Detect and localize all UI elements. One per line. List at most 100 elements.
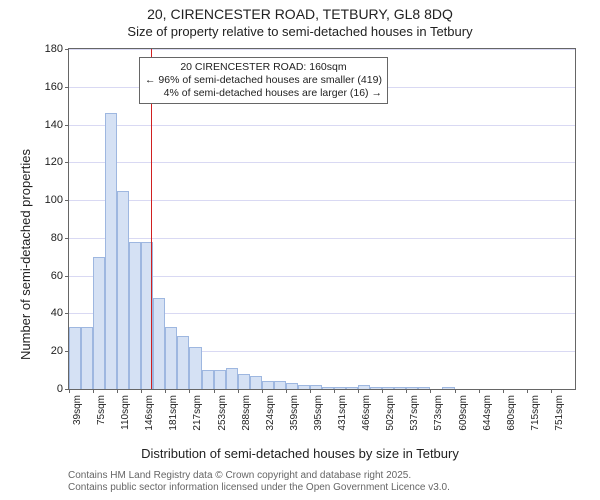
xtick-label: 110sqm <box>120 395 131 430</box>
x-axis-label: Distribution of semi-detached houses by … <box>0 446 600 461</box>
histogram-bar <box>310 385 322 389</box>
ytick-label: 80 <box>51 232 63 244</box>
ytick-mark <box>65 49 69 50</box>
xtick-mark <box>214 389 215 393</box>
histogram-bar <box>238 374 250 389</box>
ytick-label: 120 <box>45 156 63 168</box>
xtick-mark <box>406 389 407 393</box>
histogram-bar <box>382 387 394 389</box>
xtick-label: 324sqm <box>265 395 276 431</box>
xtick-mark <box>238 389 239 393</box>
xtick-mark <box>286 389 287 393</box>
xtick-label: 573sqm <box>433 395 444 431</box>
ytick-mark <box>65 276 69 277</box>
histogram-bar <box>202 370 214 389</box>
gridline-h <box>69 125 575 126</box>
xtick-mark <box>310 389 311 393</box>
xtick-label: 181sqm <box>168 395 179 431</box>
histogram-bar <box>262 381 274 389</box>
footer-copyright-1: Contains HM Land Registry data © Crown c… <box>68 470 411 482</box>
histogram-bar <box>442 387 454 389</box>
ytick-mark <box>65 87 69 88</box>
annotation-box: 20 CIRENCESTER ROAD: 160sqm← 96% of semi… <box>139 57 388 104</box>
histogram-bar <box>153 298 165 389</box>
plot-area: 02040608010012014016018039sqm75sqm110sqm… <box>68 48 576 390</box>
ytick-label: 140 <box>45 119 63 131</box>
xtick-mark <box>430 389 431 393</box>
ytick-label: 0 <box>57 383 63 395</box>
chart-title-desc: Size of property relative to semi-detach… <box>0 24 600 39</box>
xtick-label: 253sqm <box>217 395 228 431</box>
xtick-label: 288sqm <box>241 395 252 431</box>
xtick-mark <box>262 389 263 393</box>
xtick-mark <box>93 389 94 393</box>
histogram-bar <box>394 387 406 389</box>
xtick-label: 359sqm <box>289 395 300 431</box>
xtick-label: 644sqm <box>482 395 493 431</box>
xtick-label: 680sqm <box>506 395 517 431</box>
histogram-bar <box>418 387 430 389</box>
xtick-mark <box>69 389 70 393</box>
xtick-mark <box>165 389 166 393</box>
xtick-label: 217sqm <box>192 395 203 431</box>
xtick-label: 537sqm <box>409 395 420 431</box>
xtick-mark <box>117 389 118 393</box>
annotation-line: ← 96% of semi-detached houses are smalle… <box>145 74 382 87</box>
xtick-label: 715sqm <box>530 395 541 431</box>
histogram-bar <box>129 242 141 389</box>
xtick-label: 146sqm <box>144 395 155 431</box>
xtick-label: 751sqm <box>554 395 565 431</box>
xtick-label: 431sqm <box>337 395 348 431</box>
ytick-mark <box>65 162 69 163</box>
xtick-mark <box>527 389 528 393</box>
ytick-mark <box>65 125 69 126</box>
xtick-mark <box>358 389 359 393</box>
ytick-label: 60 <box>51 270 63 282</box>
ytick-mark <box>65 200 69 201</box>
histogram-bar <box>250 376 262 389</box>
footer-copyright-2: Contains public sector information licen… <box>68 482 450 494</box>
ytick-label: 160 <box>45 81 63 93</box>
histogram-bar <box>406 387 418 389</box>
histogram-bar <box>214 370 226 389</box>
histogram-bar <box>370 387 382 389</box>
gridline-h <box>69 200 575 201</box>
xtick-mark <box>551 389 552 393</box>
histogram-bar <box>358 385 370 389</box>
xtick-label: 466sqm <box>361 395 372 431</box>
xtick-label: 39sqm <box>72 395 83 425</box>
xtick-mark <box>503 389 504 393</box>
annotation-line: 4% of semi-detached houses are larger (1… <box>145 87 382 100</box>
xtick-mark <box>141 389 142 393</box>
gridline-h <box>69 49 575 50</box>
xtick-mark <box>479 389 480 393</box>
ytick-label: 100 <box>45 194 63 206</box>
ytick-label: 40 <box>51 307 63 319</box>
histogram-bar <box>81 327 93 389</box>
histogram-bar <box>105 113 117 389</box>
gridline-h <box>69 238 575 239</box>
histogram-bar <box>298 385 310 389</box>
histogram-bar <box>274 381 286 389</box>
histogram-bar <box>177 336 189 389</box>
xtick-mark <box>382 389 383 393</box>
histogram-bar <box>286 383 298 389</box>
annotation-line: 20 CIRENCESTER ROAD: 160sqm <box>145 61 382 74</box>
xtick-label: 609sqm <box>458 395 469 431</box>
histogram-bar <box>226 368 238 389</box>
xtick-label: 395sqm <box>313 395 324 431</box>
histogram-bar <box>117 191 129 389</box>
xtick-mark <box>189 389 190 393</box>
ytick-mark <box>65 313 69 314</box>
ytick-label: 20 <box>51 345 63 357</box>
xtick-mark <box>334 389 335 393</box>
histogram-bar <box>69 327 81 389</box>
histogram-bar <box>322 387 334 389</box>
histogram-bar <box>189 347 201 389</box>
histogram-bar <box>165 327 177 389</box>
xtick-label: 502sqm <box>385 395 396 431</box>
histogram-bar <box>93 257 105 389</box>
ytick-mark <box>65 238 69 239</box>
ytick-label: 180 <box>45 43 63 55</box>
y-axis-label: Number of semi-detached properties <box>18 149 33 360</box>
